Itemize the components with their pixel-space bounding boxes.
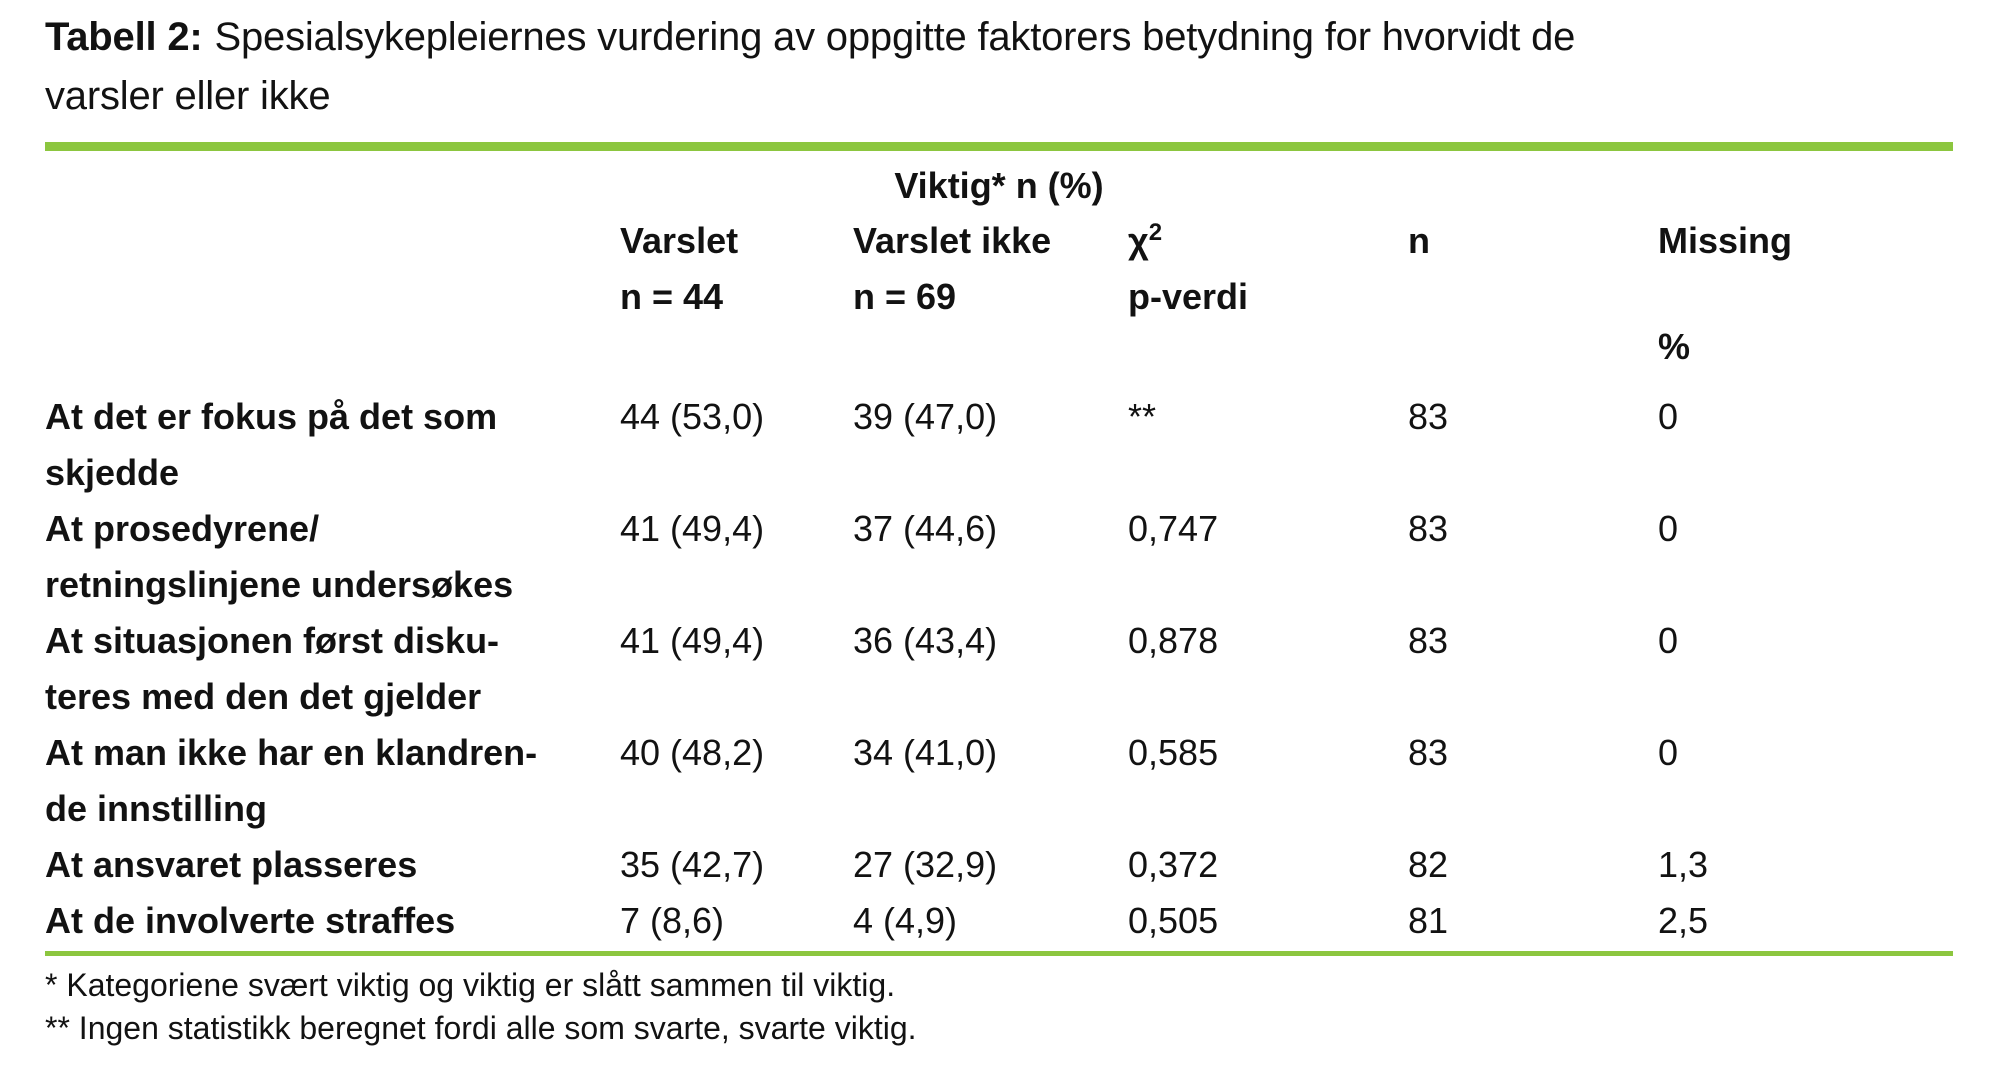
cell-p-verdi: ** (1128, 396, 1157, 437)
cell-varslet: 41 (49,4) (620, 620, 765, 661)
row-label: At ansvaret plasseres (45, 844, 418, 885)
cell-missing: 2,5 (1658, 900, 1709, 941)
header-spacer (1658, 269, 1953, 319)
bottom-divider (45, 951, 1953, 956)
table-row: At ansvaret plasseres 35 (42,7) 27 (32,9… (45, 837, 1953, 893)
footnotes: * Kategoriene svært viktig og viktig er … (45, 964, 1953, 1050)
chi-superscript: 2 (1148, 219, 1163, 246)
table-row: At man ikke har en klandren- de innstill… (45, 725, 1953, 837)
column-header-varslet-ikke: Varslet ikke n = 69 (853, 220, 1052, 317)
cell-n: 83 (1408, 620, 1449, 661)
table-title: Tabell 2: Spesialsykepleiernes vurdering … (45, 8, 1953, 126)
top-divider (45, 142, 1953, 151)
cell-varslet-ikke: 37 (44,6) (853, 508, 998, 549)
cell-n: 83 (1408, 396, 1449, 437)
cell-varslet: 44 (53,0) (620, 396, 765, 437)
row-label: At det er fokus på det som skjedde (45, 396, 498, 493)
table-title-text2: varsler eller ikke (45, 74, 331, 118)
column-header-varslet: Varslet n = 44 (620, 220, 739, 317)
table-row: At prosedyrene/ retningslinjene undersøk… (45, 501, 1953, 613)
cell-varslet: 41 (49,4) (620, 508, 765, 549)
cell-p-verdi: 0,372 (1128, 844, 1219, 885)
row-label: At de involverte straffes (45, 900, 456, 941)
cell-n: 81 (1408, 900, 1449, 941)
row-label: At man ikke har en klandren- de innstill… (45, 732, 538, 829)
cell-n: 82 (1408, 844, 1449, 885)
row-label: At prosedyrene/ retningslinjene undersøk… (45, 508, 514, 605)
column-header-n: n (1408, 220, 1430, 261)
column-header-chi2-pverdi: χ2 p-verdi (1128, 219, 1249, 317)
cell-missing: 0 (1658, 396, 1679, 437)
table-title-text1: Spesialsykepleiernes vurdering av oppgit… (214, 15, 1576, 59)
row-label: At situasjonen først disku- teres med de… (45, 620, 500, 717)
cell-varslet-ikke: 27 (32,9) (853, 844, 998, 885)
cell-missing: 0 (1658, 620, 1679, 661)
cell-missing: 0 (1658, 732, 1679, 773)
table-title-line1: Tabell 2: Spesialsykepleiernes vurdering … (45, 8, 1953, 67)
cell-missing: 0 (1658, 508, 1679, 549)
cell-missing: 1,3 (1658, 844, 1709, 885)
cell-p-verdi: 0,747 (1128, 508, 1219, 549)
table-title-prefix: Tabell 2: (45, 15, 203, 59)
cell-varslet-ikke: 36 (43,4) (853, 620, 998, 661)
column-header-missing: Missing % (1658, 213, 1953, 375)
cell-varslet-ikke: 4 (4,9) (853, 900, 958, 941)
cell-varslet: 35 (42,7) (620, 844, 765, 885)
table-row: At situasjonen først disku- teres med de… (45, 613, 1953, 725)
column-header-empty (45, 213, 620, 375)
column-header-row: Varslet n = 44 Varslet ikke n = 69 χ2 p-… (45, 213, 1953, 375)
cell-varslet: 40 (48,2) (620, 732, 765, 773)
cell-varslet: 7 (8,6) (620, 900, 725, 941)
cell-n: 83 (1408, 732, 1449, 773)
cell-p-verdi: 0,585 (1128, 732, 1219, 773)
table-body: At det er fokus på det som skjedde 44 (5… (45, 389, 1953, 949)
span-header-viktig: Viktig* n (%) (894, 165, 1104, 206)
cell-n: 83 (1408, 508, 1449, 549)
chi-symbol: χ (1128, 220, 1149, 261)
footnote-double-asterisk: ** Ingen statistikk beregnet fordi alle … (45, 1010, 917, 1046)
table-row: At de involverte straffes 7 (8,6) 4 (4,9… (45, 893, 1953, 949)
document-page: Tabell 2: Spesialsykepleiernes vurdering … (45, 8, 1953, 1050)
cell-p-verdi: 0,505 (1128, 900, 1219, 941)
footnote-single-asterisk: * Kategoriene svært viktig og viktig er … (45, 967, 896, 1003)
cell-p-verdi: 0,878 (1128, 620, 1219, 661)
cell-varslet-ikke: 39 (47,0) (853, 396, 998, 437)
table-row: At det er fokus på det som skjedde 44 (5… (45, 389, 1953, 501)
cell-varslet-ikke: 34 (41,0) (853, 732, 998, 773)
